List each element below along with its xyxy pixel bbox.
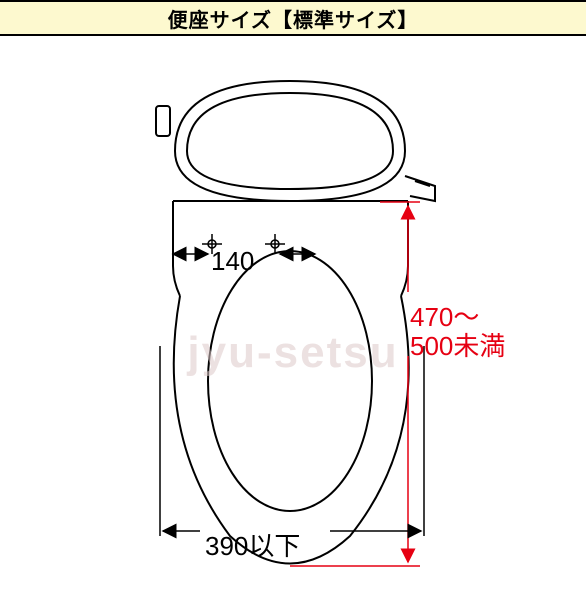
- dim-width-label: 390以下: [205, 526, 300, 563]
- diagram-canvas: jyu-setsu 140 470〜 500未満 390以下: [0, 36, 586, 602]
- tank-outline: [175, 81, 405, 201]
- title-bar: 便座サイズ【標準サイズ】: [0, 0, 586, 36]
- dim-length-line2: 500未満: [410, 331, 505, 361]
- dim-length-label: 470〜 500未満: [410, 303, 505, 360]
- hose-right: [405, 176, 435, 201]
- dim-length: [290, 202, 420, 566]
- dim-length-line1: 470〜: [410, 302, 479, 332]
- dim-width: [160, 346, 424, 536]
- title-text: 便座サイズ【標準サイズ】: [168, 4, 419, 33]
- hinge-left: [156, 106, 170, 136]
- dim-hole-spacing-label: 140: [211, 246, 254, 277]
- seat-body: [173, 201, 409, 564]
